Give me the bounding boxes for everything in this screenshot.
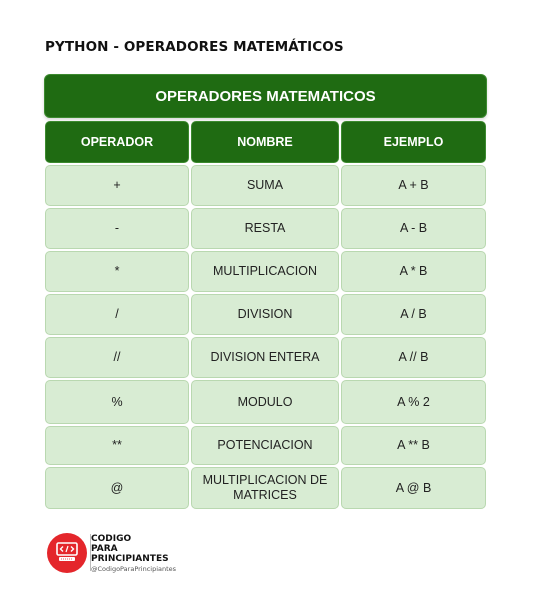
cell-name: DIVISION — [191, 294, 339, 335]
cell-operator: - — [45, 208, 189, 249]
cell-name: DIVISION ENTERA — [191, 337, 339, 378]
cell-example: A // B — [341, 337, 486, 378]
cell-example: A - B — [341, 208, 486, 249]
cell-example: A ** B — [341, 426, 486, 465]
brand-logo — [47, 533, 87, 573]
table-title: OPERADORES MATEMATICOS — [44, 74, 487, 118]
column-header-example: EJEMPLO — [341, 121, 486, 163]
cell-name: RESTA — [191, 208, 339, 249]
cell-operator: ** — [45, 426, 189, 465]
cell-operator: + — [45, 165, 189, 206]
cell-operator: // — [45, 337, 189, 378]
cell-name: MULTIPLICACION — [191, 251, 339, 292]
cell-example: A / B — [341, 294, 486, 335]
cell-example: A + B — [341, 165, 486, 206]
cell-operator: / — [45, 294, 189, 335]
brand-text: CODIGO PARA PRINCIPIANTES @CodigoParaPri… — [91, 534, 176, 573]
brand-line-1: CODIGO — [91, 534, 176, 544]
cell-name: MULTIPLICACION DE MATRICES — [191, 467, 339, 509]
cell-example: A % 2 — [341, 380, 486, 424]
column-header-name: NOMBRE — [191, 121, 339, 163]
cell-operator: * — [45, 251, 189, 292]
cell-name: SUMA — [191, 165, 339, 206]
cell-operator: % — [45, 380, 189, 424]
brand-line-2: PARA — [91, 544, 176, 554]
column-header-operator: OPERADOR — [45, 121, 189, 163]
table-grid: OPERADOR NOMBRE EJEMPLO + SUMA A + B - R… — [44, 120, 487, 510]
brand-line-3: PRINCIPIANTES — [91, 554, 176, 564]
cell-example: A @ B — [341, 467, 486, 509]
operators-table: OPERADORES MATEMATICOS OPERADOR NOMBRE E… — [44, 74, 487, 510]
cell-name: MODULO — [191, 380, 339, 424]
brand-handle: @CodigoParaPrincipiantes — [91, 565, 176, 573]
cell-operator: @ — [45, 467, 189, 509]
code-screen-icon — [56, 542, 78, 562]
cell-name: POTENCIACION — [191, 426, 339, 465]
page-title: PYTHON - OPERADORES MATEMÁTICOS — [45, 39, 344, 55]
cell-example: A * B — [341, 251, 486, 292]
